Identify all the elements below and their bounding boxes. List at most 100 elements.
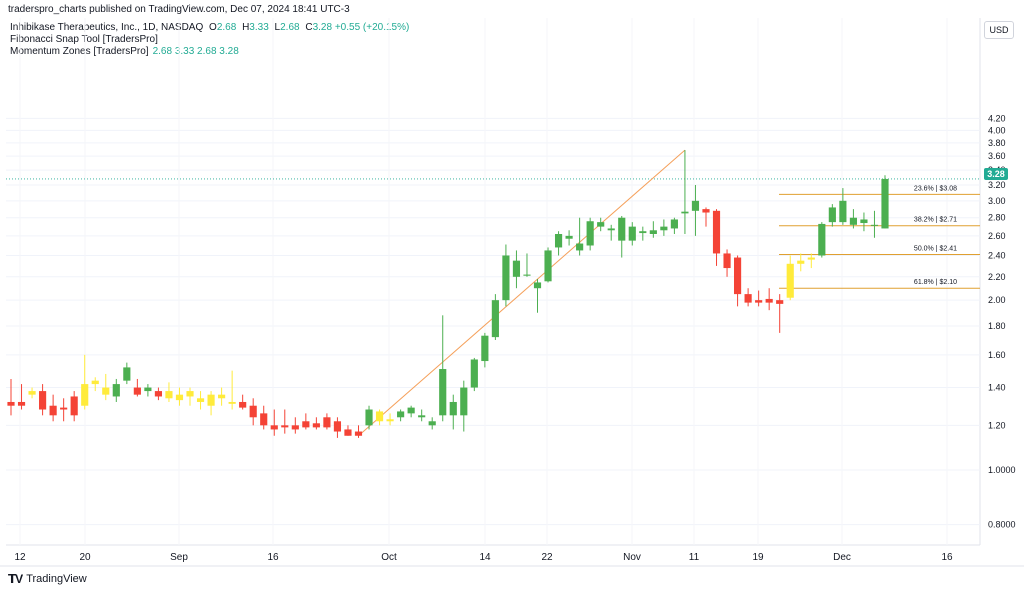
fib-level-label: 23.6% | $3.08 bbox=[914, 185, 957, 192]
x-tick-label: 12 bbox=[14, 552, 26, 563]
x-tick-label: 20 bbox=[79, 552, 91, 563]
symbol-name[interactable]: Inhibikase Therapeutics, Inc., 1D, NASDA… bbox=[10, 22, 204, 33]
change-value: +0.55 (+20.15%) bbox=[334, 22, 410, 33]
candle-body bbox=[260, 413, 268, 426]
y-tick-label: 2.40 bbox=[988, 250, 1006, 260]
y-tick-label: 3.00 bbox=[988, 196, 1006, 206]
x-tick-label: Dec bbox=[833, 552, 851, 563]
x-tick-label: 14 bbox=[479, 552, 491, 563]
candle-body bbox=[470, 359, 478, 388]
y-tick-label: 4.00 bbox=[988, 125, 1006, 135]
candle-body bbox=[691, 200, 700, 211]
y-tick-label: 2.00 bbox=[988, 295, 1006, 305]
y-tick-label: 3.60 bbox=[988, 151, 1006, 161]
candle-body bbox=[228, 401, 236, 404]
y-tick-label: 1.20 bbox=[988, 420, 1006, 430]
candle-body bbox=[481, 335, 489, 362]
candle-body bbox=[786, 263, 794, 298]
x-tick-label: 11 bbox=[689, 552, 700, 563]
candle-body bbox=[870, 224, 879, 226]
chart-legend: Inhibikase Therapeutics, Inc., 1D, NASDA… bbox=[10, 22, 409, 58]
candle-body bbox=[354, 431, 363, 436]
candle-body bbox=[744, 294, 752, 303]
y-tick-label: 1.60 bbox=[988, 350, 1006, 360]
candle-body bbox=[523, 274, 531, 276]
candle-body bbox=[281, 425, 289, 428]
candle-body bbox=[312, 423, 320, 428]
candle-body bbox=[618, 217, 626, 241]
candle-body bbox=[270, 425, 278, 430]
indicator-fib[interactable]: Fibonacci Snap Tool [TradersPro] bbox=[10, 34, 158, 45]
candle-body bbox=[712, 210, 721, 254]
candle-body bbox=[323, 417, 331, 428]
candle-body bbox=[397, 411, 405, 418]
candle-body bbox=[81, 384, 89, 406]
low-value: 2.68 bbox=[280, 22, 300, 33]
candle-body bbox=[565, 235, 573, 239]
candle-body bbox=[460, 387, 468, 416]
x-tick-label: 22 bbox=[541, 552, 553, 563]
candle-body bbox=[333, 421, 342, 432]
candle-body bbox=[302, 421, 310, 428]
candle-body bbox=[733, 257, 742, 295]
candle-body bbox=[660, 226, 668, 231]
candle-body bbox=[554, 233, 563, 248]
indicator-momentum[interactable]: Momentum Zones [TradersPro] 2.68 3.33 2.6… bbox=[10, 46, 409, 58]
candle-body bbox=[386, 419, 394, 422]
candle-body bbox=[39, 391, 47, 410]
y-tick-label: 1.80 bbox=[988, 321, 1006, 331]
candle-body bbox=[702, 209, 710, 213]
candle-body bbox=[144, 387, 152, 392]
candle-body bbox=[112, 384, 120, 397]
candle-body bbox=[586, 221, 594, 246]
trend-line bbox=[358, 149, 686, 437]
last-price-tag: 3.28 bbox=[984, 168, 1008, 180]
fib-level-label: 38.2% | $2.71 bbox=[914, 217, 957, 224]
tradingview-logo-icon: 𝗧V bbox=[8, 572, 23, 586]
x-tick-label: Oct bbox=[381, 552, 397, 563]
candle-body bbox=[723, 253, 731, 269]
candle-body bbox=[123, 367, 131, 381]
currency-button[interactable]: USD bbox=[984, 21, 1014, 39]
y-tick-label: 1.40 bbox=[988, 383, 1006, 393]
indicator-momentum-values: 2.68 3.33 2.68 3.28 bbox=[152, 46, 239, 57]
footer-brand[interactable]: 𝗧V TradingView bbox=[8, 572, 87, 586]
candle-body bbox=[533, 282, 542, 289]
candle-body bbox=[28, 391, 36, 395]
candle-body bbox=[196, 398, 205, 402]
candle-body bbox=[807, 257, 815, 260]
candle-body bbox=[407, 407, 415, 414]
y-tick-label: 3.20 bbox=[988, 180, 1006, 190]
fib-level-label: 50.0% | $2.41 bbox=[914, 245, 957, 252]
candle-body bbox=[49, 405, 57, 416]
x-tick-label: Nov bbox=[623, 552, 641, 563]
high-label: H bbox=[242, 22, 250, 33]
candle-body bbox=[860, 219, 868, 224]
indicator-momentum-label: Momentum Zones [TradersPro] bbox=[10, 46, 149, 57]
candle-body bbox=[639, 231, 647, 234]
high-value: 3.33 bbox=[249, 22, 269, 33]
candle-body bbox=[218, 394, 226, 399]
candle-body bbox=[502, 255, 510, 301]
candle-body bbox=[175, 394, 184, 401]
candle-body bbox=[7, 401, 15, 406]
candle-body bbox=[576, 243, 584, 251]
candle-body bbox=[344, 429, 352, 436]
candle-body bbox=[70, 396, 78, 416]
candle-body bbox=[365, 409, 373, 426]
candle-body bbox=[755, 300, 763, 303]
candle-body bbox=[207, 394, 215, 406]
candle-body bbox=[165, 391, 173, 399]
y-tick-label: 4.20 bbox=[988, 113, 1006, 123]
candle-body bbox=[102, 387, 110, 395]
candle-body bbox=[439, 369, 447, 416]
candle-body bbox=[91, 380, 99, 385]
fib-level-label: 61.8% | $2.10 bbox=[914, 279, 957, 286]
published-header: traderspro_charts published on TradingVi… bbox=[8, 4, 350, 15]
y-tick-label: 2.20 bbox=[988, 272, 1006, 282]
symbol-line: Inhibikase Therapeutics, Inc., 1D, NASDA… bbox=[10, 22, 409, 34]
candle-body bbox=[839, 200, 847, 223]
y-tick-label: 2.80 bbox=[988, 213, 1006, 223]
candle-body bbox=[418, 415, 426, 418]
